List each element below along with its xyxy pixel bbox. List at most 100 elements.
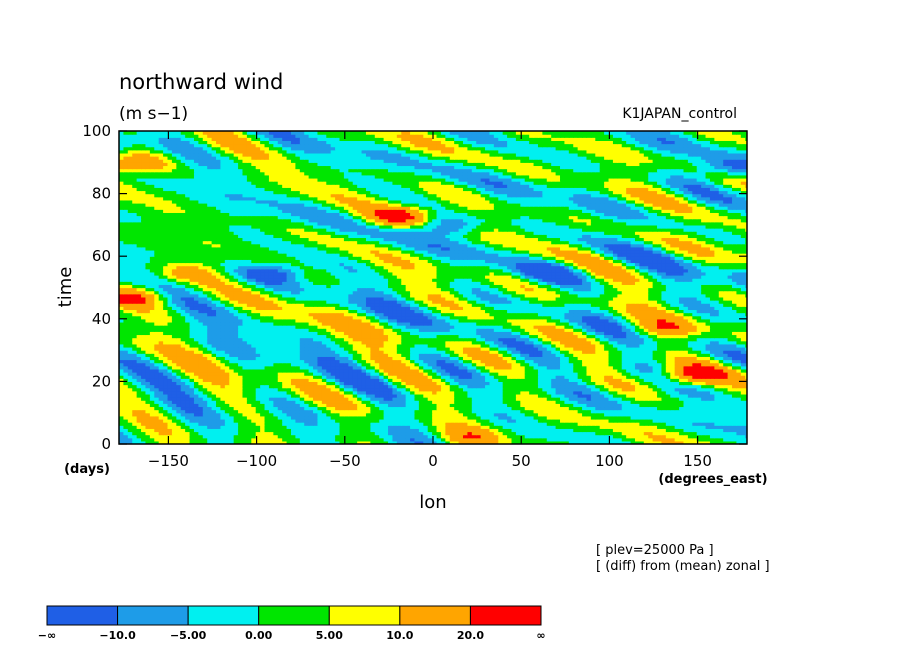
heatmap-cell <box>564 393 570 398</box>
heatmap-cell <box>595 415 601 420</box>
heatmap-cell <box>590 437 596 442</box>
heatmap-cell <box>608 431 614 436</box>
heatmap-cell <box>723 406 729 411</box>
heatmap-cell <box>410 434 416 439</box>
heatmap-cell <box>233 390 239 395</box>
heatmap-cell <box>251 412 257 417</box>
heatmap-cell <box>388 422 394 426</box>
heatmap-cell <box>145 437 151 442</box>
heatmap-cell <box>480 403 486 408</box>
heatmap-cell <box>405 397 411 401</box>
heatmap-cell <box>449 428 455 433</box>
heatmap-cell <box>392 403 398 408</box>
heatmap-cell <box>727 431 733 436</box>
heatmap-cell <box>436 406 442 411</box>
heatmap-cell <box>171 431 177 436</box>
heatmap-cell <box>696 406 702 411</box>
heatmap-cell <box>414 418 420 423</box>
heatmap-cell <box>740 409 746 414</box>
heatmap-cell <box>529 403 535 408</box>
heatmap-cell <box>740 412 746 417</box>
heatmap-cell <box>321 403 327 408</box>
heatmap-cell <box>732 428 738 433</box>
heatmap-cell <box>392 418 398 423</box>
heatmap-cell <box>476 409 482 414</box>
heatmap-cell <box>740 431 746 436</box>
heatmap-cell <box>471 393 477 398</box>
heatmap-cell <box>255 415 261 420</box>
heatmap-cell <box>145 418 151 423</box>
heatmap-cell <box>745 418 747 423</box>
heatmap-cell <box>176 415 182 420</box>
heatmap-cell <box>357 440 363 444</box>
heatmap-cell <box>586 425 592 429</box>
heatmap-cell <box>436 393 442 398</box>
heatmap-cell <box>445 434 451 439</box>
heatmap-cell <box>440 400 446 404</box>
heatmap-cell <box>630 440 636 444</box>
heatmap-cell <box>458 415 464 420</box>
heatmap-cell <box>599 418 605 423</box>
heatmap-cell <box>665 400 671 404</box>
heatmap-cell <box>260 412 266 417</box>
heatmap-cell <box>410 418 416 423</box>
heatmap-cell <box>617 440 623 444</box>
heatmap-cell <box>467 434 473 439</box>
heatmap-cell <box>321 440 327 444</box>
heatmap-cell <box>352 437 358 442</box>
heatmap-cell <box>568 431 574 436</box>
heatmap-cell <box>211 434 217 439</box>
heatmap-cell <box>171 403 177 408</box>
heatmap-cell <box>154 390 160 395</box>
heatmap-cell <box>634 425 640 429</box>
heatmap-cell <box>163 406 169 411</box>
heatmap-cell <box>211 431 217 436</box>
heatmap-cell <box>586 422 592 426</box>
heatmap-cell <box>732 431 738 436</box>
heatmap-cell <box>621 403 627 408</box>
heatmap-cell <box>308 440 314 444</box>
heatmap-cell <box>374 425 380 429</box>
heatmap-cell <box>445 440 451 444</box>
heatmap-cell <box>705 403 711 408</box>
heatmap-cell <box>449 437 455 442</box>
heatmap-cell <box>207 390 213 395</box>
heatmap-cell <box>185 418 191 423</box>
heatmap-cell <box>701 412 707 417</box>
heatmap-cell <box>551 425 557 429</box>
heatmap-cell <box>141 387 147 392</box>
heatmap-cell <box>727 400 733 404</box>
heatmap-cell <box>692 431 698 436</box>
heatmap-cell <box>427 431 433 436</box>
heatmap-cell <box>185 437 191 442</box>
heatmap-cell <box>326 418 332 423</box>
heatmap-cell <box>458 434 464 439</box>
heatmap-cell <box>145 422 151 426</box>
heatmap-cell <box>335 418 341 423</box>
heatmap-cell <box>176 390 182 395</box>
heatmap-cell <box>149 437 155 442</box>
heatmap-cell <box>595 390 601 395</box>
heatmap-cell <box>423 415 429 420</box>
heatmap-cell <box>555 440 561 444</box>
heatmap-cell <box>709 400 715 404</box>
heatmap-cell <box>740 397 746 401</box>
heatmap-cell <box>423 437 429 442</box>
heatmap-cell <box>745 412 747 417</box>
heatmap-cell <box>313 415 319 420</box>
heatmap-cell <box>317 387 323 392</box>
heatmap-cell <box>119 406 125 411</box>
heatmap-cell <box>211 406 217 411</box>
heatmap-cell <box>502 393 508 398</box>
heatmap-cell <box>732 409 738 414</box>
heatmap-cell <box>529 431 535 436</box>
heatmap-cell <box>348 387 354 392</box>
heatmap-cell <box>582 422 588 426</box>
heatmap-cell <box>202 431 208 436</box>
heatmap-cell <box>467 390 473 395</box>
heatmap-cell <box>374 437 380 442</box>
heatmap-cell <box>158 440 164 444</box>
heatmap-cell <box>661 422 667 426</box>
heatmap-cell <box>149 390 155 395</box>
heatmap-cell <box>352 390 358 395</box>
